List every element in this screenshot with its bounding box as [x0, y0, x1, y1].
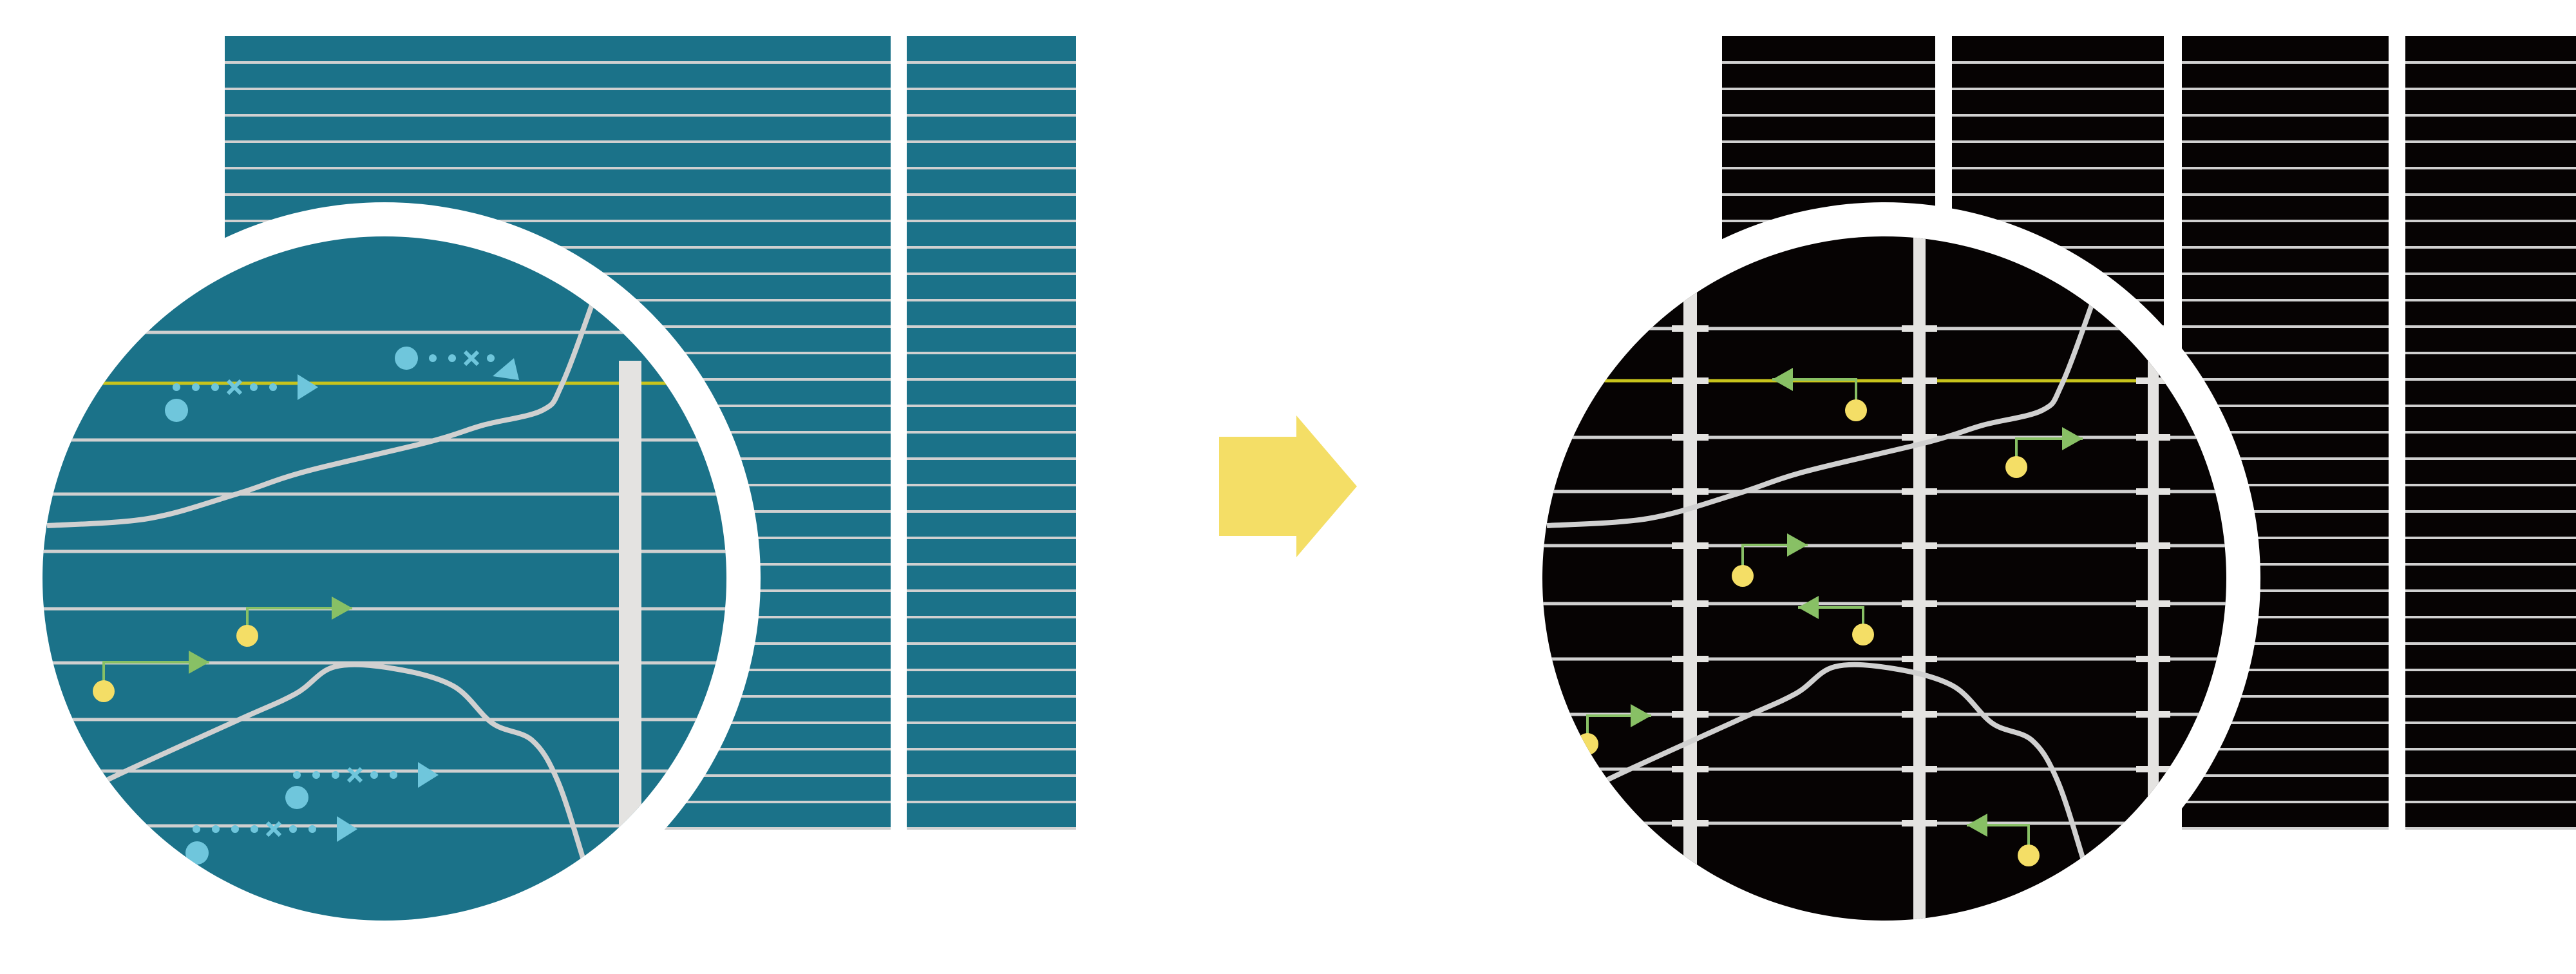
divider-tick [2136, 542, 2170, 549]
trail-dot [173, 383, 180, 391]
transition-arrow-icon [1219, 415, 1357, 557]
agent-dot [185, 841, 209, 864]
divider-tick [1672, 488, 1709, 495]
divider-tick [2136, 766, 2170, 772]
dotted-arrow-icon [165, 374, 318, 422]
trail-dot [193, 825, 200, 833]
magnified-background [43, 236, 726, 921]
agent-dot [395, 347, 418, 370]
trail-dot [487, 354, 495, 362]
divider-tick [1902, 542, 1937, 549]
cross-icon [265, 821, 282, 837]
trail-dot [448, 354, 456, 362]
trail-dot [390, 771, 397, 779]
trail-dot [251, 825, 258, 833]
agent-dot [2005, 456, 2027, 478]
trail-dot [308, 825, 316, 833]
trail-dot [312, 771, 320, 779]
divider-tick [2136, 488, 2170, 495]
agent-dot [236, 625, 258, 647]
divider-tick [1672, 656, 1709, 662]
elbow-arrow-icon [236, 597, 352, 647]
agent-dot [1732, 565, 1754, 587]
trajectory-curve [1546, 236, 2121, 528]
trail-dot [370, 771, 378, 779]
divider-tick [1672, 434, 1709, 441]
trail-dot [250, 383, 258, 391]
arrowhead [1772, 368, 1793, 391]
trajectory-curve [1562, 662, 2105, 921]
elbow-arrow-icon [1798, 596, 1874, 645]
divider-tick [1672, 711, 1709, 718]
magnified-background [1542, 236, 2226, 921]
divider-tick [1902, 434, 1937, 441]
elbow-arrow-icon [2005, 427, 2083, 478]
trajectory-curve [46, 236, 621, 528]
divider-tick [2136, 711, 2170, 718]
divider-tick [1672, 600, 1709, 607]
arrowhead [189, 651, 209, 674]
elbow-arrow-icon [1772, 368, 1867, 421]
elbow-arrow-icon [93, 651, 209, 702]
arrowhead [1798, 596, 1819, 619]
divider-tick [1902, 488, 1937, 495]
divider-tick [1902, 377, 1937, 384]
arrowhead [1967, 814, 1987, 837]
dotted-arrow-icon [285, 762, 439, 809]
dotted-arrow-icon [395, 347, 495, 370]
before-magnifier [8, 202, 761, 955]
divider-tick [1672, 377, 1709, 384]
divider-tick [1672, 542, 1709, 549]
divider-tick [1902, 325, 1937, 332]
cross-icon [463, 350, 480, 367]
trail-dot [332, 771, 339, 779]
trail-dot [289, 825, 297, 833]
divider-tick [2136, 656, 2170, 662]
trail-dot [231, 825, 239, 833]
elbow-arrow-icon [1732, 533, 1808, 587]
divider-tick [2136, 377, 2170, 384]
agent-dot [165, 399, 188, 422]
trail-dot [192, 383, 200, 391]
arrowhead [2062, 427, 2083, 450]
cross-icon [346, 767, 363, 783]
magnifier-content [1542, 236, 2226, 921]
arrowhead [418, 762, 439, 788]
arrowhead [493, 358, 519, 380]
divider-tick [2136, 600, 2170, 607]
trail-dot [211, 383, 219, 391]
arrowhead [337, 816, 357, 842]
agent-dot [2018, 845, 2040, 866]
arrowhead [1787, 533, 1808, 557]
dotted-arrow-icon [185, 816, 357, 864]
agent-dot [1845, 399, 1867, 421]
cross-icon [226, 379, 243, 396]
divider-tick [1672, 325, 1709, 332]
arrowhead [332, 597, 352, 620]
divider-tick [1672, 766, 1709, 772]
vertical-divider [1683, 236, 1697, 921]
trajectory-curve [62, 662, 605, 921]
agent-dot [285, 786, 308, 809]
agent-dot [93, 680, 115, 702]
arrowhead [298, 374, 318, 400]
trail-dot [293, 771, 301, 779]
elbow-arrow-icon [1967, 814, 2040, 866]
divider-tick [1902, 711, 1937, 718]
divider-tick [2136, 434, 2170, 441]
vertical-divider [2148, 236, 2159, 921]
divider-tick [1902, 600, 1937, 607]
arrowhead [1631, 704, 1651, 727]
trail-dot [269, 383, 277, 391]
divider-tick [1902, 766, 1937, 772]
divider-tick [1902, 656, 1937, 662]
vertical-divider [1913, 236, 1926, 921]
after-magnifier [1508, 202, 2260, 955]
divider-tick [1672, 820, 1709, 826]
trail-dot [212, 825, 220, 833]
agent-dot [1852, 624, 1874, 645]
trail-dot [429, 354, 437, 362]
divider-tick [1902, 820, 1937, 826]
